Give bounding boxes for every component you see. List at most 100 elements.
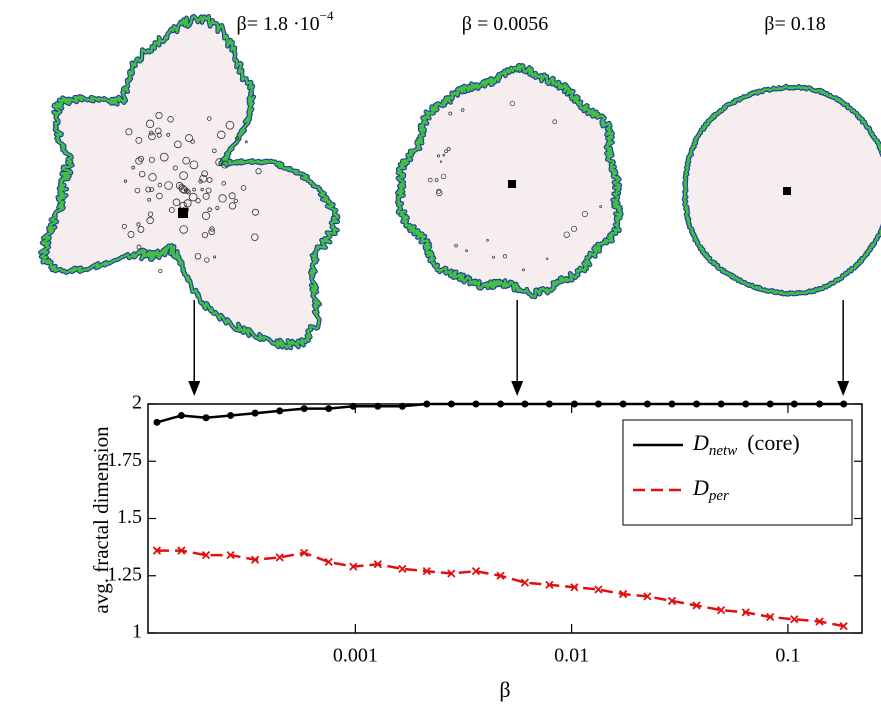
cluster-hole bbox=[168, 207, 175, 213]
annotation-superscript: −4 bbox=[320, 8, 334, 23]
cluster-hole bbox=[123, 179, 128, 183]
cluster-hole bbox=[509, 100, 516, 107]
cluster-hole bbox=[190, 139, 195, 144]
cluster-hole bbox=[178, 183, 185, 190]
cluster-hole bbox=[166, 132, 171, 137]
cluster-hole bbox=[201, 170, 208, 178]
cluster-hole bbox=[121, 223, 127, 229]
cluster-hole bbox=[179, 171, 188, 180]
data-point bbox=[741, 608, 750, 617]
cluster-hole bbox=[251, 233, 259, 241]
data-point bbox=[373, 560, 382, 569]
data-point bbox=[839, 621, 848, 631]
cluster-hole bbox=[137, 226, 145, 233]
cluster-hole bbox=[195, 198, 201, 204]
cluster-hole bbox=[546, 257, 549, 260]
cluster-hole bbox=[563, 231, 570, 238]
cluster-hole bbox=[172, 198, 181, 207]
data-point bbox=[324, 557, 333, 567]
cluster-hole bbox=[240, 185, 247, 191]
cluster-hole bbox=[147, 211, 154, 217]
cluster-hole bbox=[178, 184, 187, 193]
cluster-hole bbox=[137, 155, 144, 162]
data-point bbox=[742, 400, 750, 408]
data-point bbox=[422, 567, 431, 576]
cluster-hole bbox=[221, 160, 229, 169]
cluster-hole bbox=[215, 205, 220, 210]
cluster-hole bbox=[440, 173, 447, 180]
data-point bbox=[643, 400, 651, 408]
cluster-hole bbox=[155, 127, 162, 135]
cluster-hole bbox=[148, 156, 155, 163]
cluster-hole bbox=[244, 140, 248, 144]
data-point bbox=[496, 571, 505, 580]
y-tick-label: 2 bbox=[132, 392, 142, 414]
cluster-hole bbox=[427, 177, 433, 183]
cluster-hole bbox=[581, 211, 588, 218]
x-tick-label: 0.001 bbox=[333, 645, 378, 667]
data-point bbox=[374, 402, 382, 410]
cluster-hole bbox=[147, 197, 152, 202]
cluster-hole bbox=[492, 255, 495, 259]
data-point bbox=[325, 405, 333, 413]
cluster-hole bbox=[502, 254, 508, 259]
seed bbox=[508, 180, 516, 188]
data-point bbox=[692, 601, 701, 610]
arrow-head bbox=[188, 381, 201, 396]
legend-subscript: netw bbox=[709, 443, 737, 459]
data-point bbox=[423, 400, 431, 408]
cluster-hole bbox=[202, 192, 210, 200]
cluster-perimeter bbox=[39, 15, 340, 350]
cluster-hole bbox=[225, 120, 235, 130]
data-point bbox=[520, 578, 530, 587]
cluster-hole bbox=[155, 111, 163, 120]
data-point bbox=[594, 400, 602, 408]
cluster-hole bbox=[571, 225, 578, 232]
data-point bbox=[398, 402, 406, 410]
legend-symbol: D bbox=[692, 430, 709, 455]
y-tick-label: 1.5 bbox=[117, 506, 142, 528]
cluster-hole bbox=[436, 154, 441, 158]
cluster-hole bbox=[127, 230, 135, 238]
cluster-hole bbox=[552, 119, 558, 125]
cluster-hole bbox=[198, 179, 203, 184]
cluster-hole bbox=[149, 187, 155, 192]
cluster-hole bbox=[131, 165, 136, 170]
cluster-hole bbox=[201, 211, 211, 220]
cluster-hole bbox=[159, 152, 169, 162]
data-point bbox=[472, 400, 480, 408]
cluster-hole bbox=[228, 202, 237, 210]
cluster-hole bbox=[192, 187, 196, 192]
cluster-hole bbox=[465, 249, 468, 253]
cluster-hole bbox=[182, 156, 191, 165]
cluster-hole bbox=[134, 187, 141, 194]
data-point bbox=[716, 605, 726, 615]
data-point bbox=[202, 414, 210, 422]
data-point bbox=[790, 400, 798, 408]
cluster-hole bbox=[439, 160, 443, 163]
cluster-hole bbox=[444, 149, 448, 154]
data-point bbox=[275, 553, 284, 562]
data-point bbox=[250, 555, 260, 564]
data-point bbox=[251, 409, 259, 417]
cluster-hole bbox=[157, 182, 163, 188]
cluster-hole bbox=[185, 189, 191, 195]
cluster-hole bbox=[209, 226, 215, 232]
data-point bbox=[840, 400, 848, 408]
cluster-hole bbox=[599, 205, 603, 208]
legend-subscript: per bbox=[708, 488, 729, 504]
cluster-hole bbox=[207, 116, 212, 121]
cluster-hole bbox=[125, 128, 133, 136]
cluster-hole bbox=[201, 231, 209, 239]
y-tick-label: 1.25 bbox=[107, 563, 142, 585]
cluster-hole bbox=[521, 268, 525, 272]
cluster-hole bbox=[454, 243, 458, 248]
cluster-hole bbox=[189, 160, 199, 170]
cluster-hole bbox=[218, 194, 227, 203]
arrow-head bbox=[837, 381, 850, 396]
cluster-hole bbox=[200, 187, 204, 192]
cluster-hole bbox=[135, 136, 143, 144]
data-point bbox=[447, 400, 455, 408]
annotation: β= 1.8 ·10−4 bbox=[237, 8, 334, 35]
